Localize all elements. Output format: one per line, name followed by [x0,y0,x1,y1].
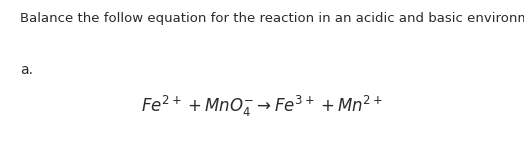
Text: Balance the follow equation for the reaction in an acidic and basic environment.: Balance the follow equation for the reac… [20,12,524,25]
Text: a.: a. [20,63,33,77]
Text: $\mathit{Fe}^{2+} + \mathit{MnO}_{4}^{-} \rightarrow \mathit{Fe}^{3+} + \mathit{: $\mathit{Fe}^{2+} + \mathit{MnO}_{4}^{-}… [141,94,383,119]
